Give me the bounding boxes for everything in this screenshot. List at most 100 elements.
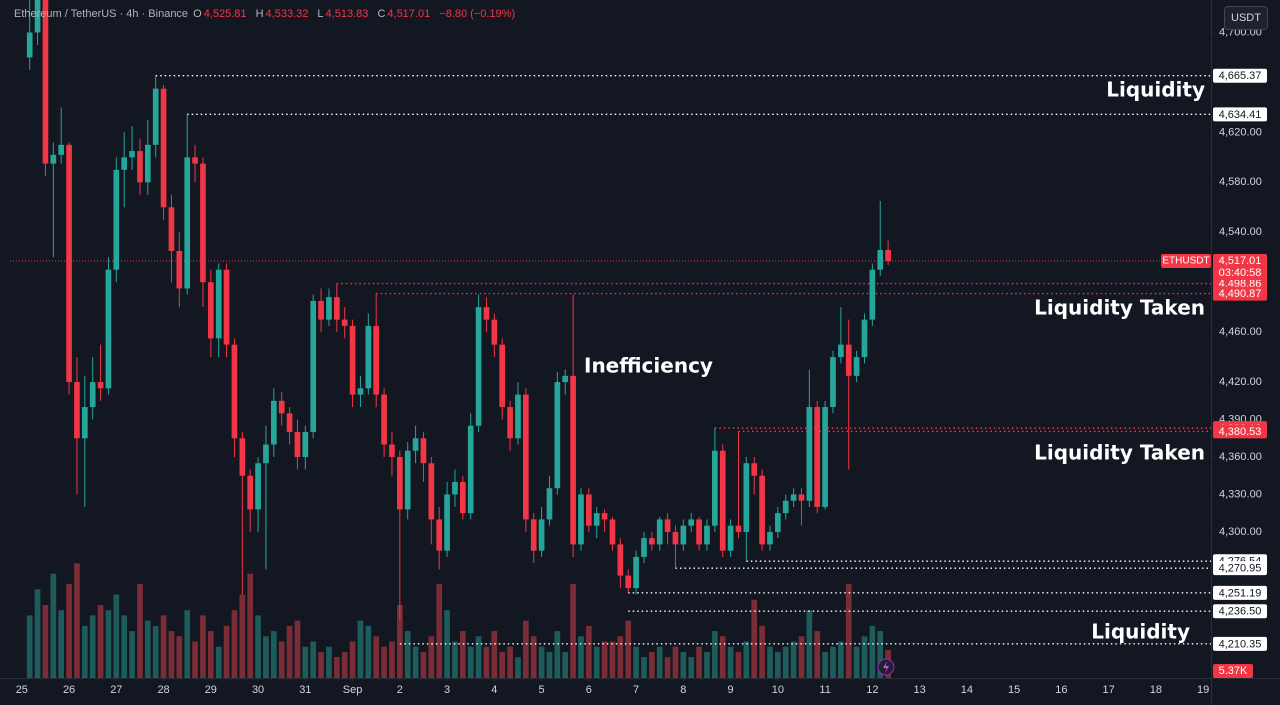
- volume-bar: [562, 651, 569, 678]
- volume-bar: [712, 631, 718, 678]
- volume-bar: [727, 646, 734, 678]
- y-tick-label: 4,360.00: [1219, 451, 1262, 463]
- last-price-label: 4,517.01: [1219, 255, 1262, 267]
- volume-bar: [263, 636, 269, 678]
- candle-body: [207, 282, 214, 339]
- annotation: Liquidity: [1106, 78, 1205, 102]
- volume-bar: [97, 604, 104, 678]
- candle-body: [680, 525, 687, 545]
- volume-bar: [499, 651, 506, 678]
- volume-bar: [483, 646, 490, 678]
- candle-body: [570, 375, 576, 545]
- volume-bar: [412, 646, 419, 678]
- volume-bar: [743, 641, 750, 678]
- volume-bar: [578, 636, 584, 678]
- x-tick-label: 27: [110, 684, 122, 696]
- x-tick-label: 5: [539, 684, 545, 696]
- candle-body: [861, 319, 868, 358]
- annotation: Liquidity Taken: [1034, 296, 1205, 320]
- x-tick-label: 4: [491, 684, 497, 696]
- candle-body: [97, 382, 104, 389]
- candle-body: [617, 544, 624, 576]
- candle-body: [656, 519, 663, 545]
- volume-bar: [428, 636, 435, 678]
- candle-body: [263, 444, 269, 464]
- volume-bar: [790, 641, 797, 678]
- x-tick-label: 2: [397, 684, 403, 696]
- volume-bar: [168, 631, 175, 678]
- candle-body: [664, 519, 671, 532]
- volume-bar: [491, 631, 498, 678]
- ohlc-key: L: [317, 8, 324, 20]
- candle-body: [798, 494, 805, 501]
- volume-bar: [404, 631, 411, 678]
- currency-button[interactable]: USDT: [1224, 6, 1268, 30]
- volume-bar: [373, 636, 380, 678]
- volume-bar: [609, 641, 616, 678]
- volume-bar: [207, 631, 214, 678]
- candle-body: [838, 344, 844, 358]
- x-tick-label: 17: [1102, 684, 1114, 696]
- volume-bar: [381, 646, 387, 678]
- candle-body: [144, 144, 151, 183]
- volume-bar: [144, 620, 151, 678]
- candle-body: [491, 319, 498, 345]
- volume-bar: [641, 657, 647, 678]
- x-tick-label: 9: [728, 684, 734, 696]
- candle-body: [601, 513, 608, 520]
- symbol-box: [1161, 253, 1211, 268]
- ohlc-value: 4,517.01: [387, 8, 431, 20]
- volume-bar: [838, 641, 844, 678]
- candle-body: [507, 407, 513, 439]
- y-tick-label: 4,460.00: [1219, 326, 1262, 338]
- x-tick-label: 10: [772, 684, 784, 696]
- candle-body: [389, 444, 395, 457]
- volume-bar: [845, 584, 852, 678]
- volume-bar: [515, 657, 521, 678]
- x-tick-label: 11: [819, 684, 830, 696]
- candle-body: [546, 488, 553, 520]
- volume-bar: [58, 610, 65, 678]
- candle-body: [649, 538, 655, 545]
- candle-body: [672, 531, 679, 545]
- volume-bar: [121, 615, 128, 678]
- candle-body: [255, 463, 261, 510]
- volume-bar: [570, 584, 576, 678]
- candle-body: [294, 432, 301, 457]
- volume-bar: [782, 646, 789, 678]
- volume-bar: [365, 625, 372, 678]
- candle-body: [286, 413, 293, 433]
- volume-bar: [523, 620, 529, 678]
- symbol: Ethereum / TetherUS · 4h · Binance: [14, 8, 189, 20]
- candle-body: [113, 169, 120, 270]
- candle-body: [302, 432, 309, 457]
- candle-body: [89, 382, 96, 408]
- candle-body: [767, 531, 773, 545]
- volume-bar: [444, 610, 450, 678]
- candle-body: [200, 163, 206, 283]
- volume-bar: [507, 646, 513, 678]
- volume-bar: [215, 646, 222, 678]
- volume-bar: [735, 651, 742, 678]
- candle-body: [129, 151, 135, 158]
- volume-bar: [255, 615, 261, 678]
- volume-bar: [81, 625, 88, 678]
- volume-label: 5.37K: [1219, 665, 1248, 677]
- volume-bar: [475, 636, 482, 678]
- candle-body: [452, 481, 458, 495]
- volume-layer: [26, 563, 891, 678]
- candle-body: [523, 394, 529, 520]
- change: −8.80 (−0.19%): [439, 8, 516, 20]
- candle-body: [538, 519, 545, 551]
- volume-bar: [822, 651, 828, 678]
- volume-bar: [318, 651, 324, 678]
- volume-bar: [452, 641, 458, 678]
- candle-body: [428, 463, 435, 520]
- annotation: Inefficiency: [584, 354, 713, 378]
- volume-bar: [767, 646, 773, 678]
- volume-bar: [680, 651, 687, 678]
- candle-body: [775, 513, 781, 532]
- candle-body: [830, 357, 836, 408]
- volume-bar: [152, 625, 159, 678]
